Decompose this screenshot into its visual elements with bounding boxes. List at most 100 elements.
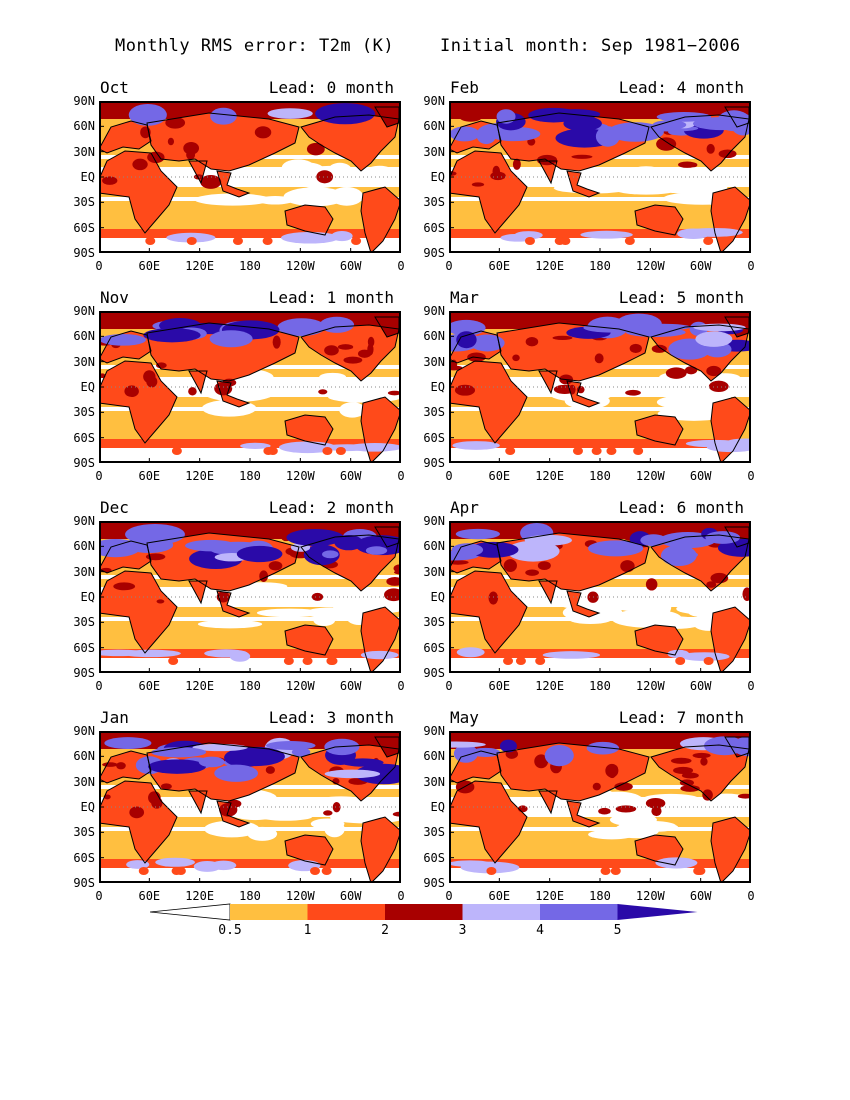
lat-tick-label: EQ [80,590,95,604]
lon-tick-label: 180 [589,889,611,903]
lon-tick-label: 60W [339,889,362,903]
antarctic-error-patch [452,441,500,450]
lat-tick-label: 90N [73,304,95,318]
low-error-patch [367,165,392,175]
colorbar [150,903,698,921]
land-samerica [361,187,401,253]
colorbar-segment [230,904,308,920]
lat-tick-label: 60N [423,329,445,344]
panel-lead-label: Lead: 5 month [618,288,744,307]
high-error-patch [606,764,619,775]
southern-ocean-patch [515,657,526,665]
coastline-africa [449,150,528,234]
lon-tick-label: 120E [185,889,215,903]
lat-tick-label: 30N [73,774,95,789]
high-error-patch [708,380,729,393]
very-high-error-patch [456,331,477,349]
panel-lead-label: Lead: 0 month [268,78,394,97]
high-error-patch [512,158,521,170]
tropical-band [99,397,401,407]
lat-tick-label: 30S [423,615,445,630]
coastline-australia [634,624,684,656]
lat-tick-label: 30N [423,774,445,789]
coastline-africa [99,780,178,864]
southern-ocean-patch [302,657,313,665]
antarctic-error-patch [667,649,690,659]
high-error-patch [124,385,139,398]
lat-tick-label: 60N [423,749,445,764]
southern-ocean-patch [703,657,714,665]
lon-tick-label: 0 [95,259,103,273]
high-error-patch [651,344,667,353]
high-error-patch [525,336,539,347]
lat-tick-label: 90S [73,876,95,890]
low-error-patch [256,608,323,618]
very-high-error-patch [324,769,381,779]
lat-tick-label: 60N [423,539,445,554]
coastline-samerica [710,396,751,463]
coastline-india [538,580,558,605]
lat-tick-label: 60S [73,640,95,655]
rms-error-map [449,311,751,463]
low-error-patch [301,382,333,395]
lon-tick-label: 0 [445,259,453,273]
coastline-asia [146,112,300,172]
lat-tick-label: 60S [73,850,95,865]
antarctic-error-patch [121,649,181,658]
colorbar-label: 2 [381,923,389,938]
southern-ocean-patch [703,237,714,245]
high-error-patch [318,389,328,395]
map-panel: Dec Lead: 2 month 90N 60N 30N EQ 30S 60S 90S 0 60E… [73,498,404,693]
land-europe [99,121,151,153]
high-error-patch [614,782,633,791]
very-high-error-patch [341,758,384,767]
coastline-europe [99,330,152,364]
lon-tick-label: 180 [589,469,611,483]
high-error-patch [700,757,708,766]
high-error-patch [311,592,324,601]
lon-tick-label: 0 [747,259,755,273]
coastline-samerica [710,816,751,883]
high-error-patch [454,384,476,396]
very-high-error-patch [476,125,497,145]
very-high-error-patch [468,541,519,558]
lon-tick-label: 60E [488,889,511,903]
land-australia [635,415,683,445]
rms-error-map [449,731,751,883]
lat-tick-label: 90S [423,876,445,890]
high-error-patch [620,560,635,573]
land-australia [285,205,333,235]
coastline-namerica [300,324,400,382]
rms-error-map [99,311,401,463]
high-error-patch [692,752,711,759]
lat-tick-label: EQ [430,170,445,184]
lon-tick-label: 60E [488,679,511,693]
very-high-error-patch [668,550,698,560]
lat-tick-label: 60S [73,430,95,445]
high-error-patch [254,126,272,139]
lat-tick-label: 90S [423,456,445,470]
high-error-patch [459,113,482,122]
coastline-samerica [360,396,401,463]
high-error-patch [200,174,222,189]
map-panel: Nov Lead: 1 month 90N 60N 30N EQ 30S 60S 90S 0 60E… [73,288,404,483]
lon-tick-label: 60W [689,889,712,903]
colorbar-overflow [617,904,698,920]
high-error-patch [594,353,604,364]
land-australia [285,625,333,655]
southern-ocean-patch [232,237,243,245]
coastline-australia [634,414,684,446]
very-high-error-patch [583,322,643,333]
lon-tick-label: 120E [535,469,565,483]
lat-tick-label: 90N [73,514,95,528]
land-africa [449,361,527,443]
coastline-india [538,160,558,185]
southern-ocean-patch [168,657,179,665]
high-error-patch [710,572,729,584]
very-high-error-patch [104,737,152,750]
lon-tick-label: 60W [689,469,712,483]
very-high-error-patch [506,540,560,562]
panel-month-label: Feb [450,78,479,97]
high-error-patch [645,578,658,591]
lon-tick-label: 120W [635,259,665,273]
